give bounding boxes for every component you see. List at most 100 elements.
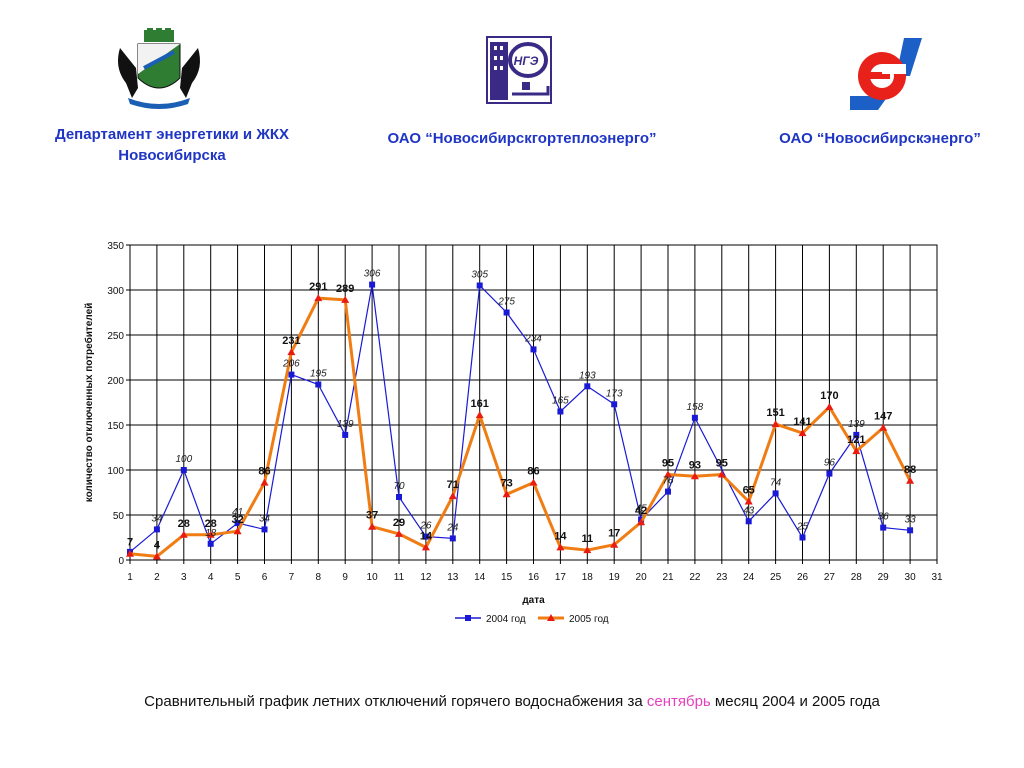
y-axis-label: количество отключенных потребителей <box>83 303 95 503</box>
series-2005-data-label: 121 <box>847 434 865 446</box>
series-2005-data-label: 28 <box>178 518 190 530</box>
series-2005-point <box>852 447 861 455</box>
x-tick-label: 11 <box>394 572 405 583</box>
series-2004-data-label: 74 <box>770 477 782 488</box>
series-2005-point <box>664 470 672 478</box>
x-tick-label: 8 <box>316 572 322 583</box>
y-tick-label: 50 <box>113 511 125 522</box>
series-2005-point <box>448 492 457 500</box>
series-2004-point <box>153 526 160 533</box>
series-2004-point <box>261 526 268 533</box>
x-tick-label: 26 <box>797 572 809 583</box>
org-title-novosibirskenergo-line1: ОАО “Новосибирскэнерго” <box>779 130 981 147</box>
series-2004-data-label: 76 <box>662 476 674 487</box>
x-tick-label: 5 <box>235 572 241 583</box>
series-2004-data-label: 165 <box>552 396 569 407</box>
y-tick-label: 350 <box>107 241 124 252</box>
series-2004-data-label: 41 <box>232 507 243 518</box>
series-2005-point <box>502 490 511 498</box>
series-2005-data-label: 4 <box>154 539 161 551</box>
series-2005-point <box>233 527 242 535</box>
x-tick-label: 31 <box>931 572 943 583</box>
series-2005-data-label: 71 <box>447 479 459 491</box>
series-2005-point <box>717 470 726 478</box>
series-2005-point <box>421 543 430 551</box>
series-2005-point <box>583 546 592 554</box>
x-tick-label: 12 <box>420 572 432 583</box>
x-tick-label: 14 <box>474 572 486 583</box>
series-2004-data-label: 43 <box>743 505 755 516</box>
series-2005-data-label: 17 <box>608 528 620 540</box>
series-2005-data-label: 14 <box>554 530 567 542</box>
legend-2004-marker <box>465 615 471 621</box>
legend-2004-label: 2004 год <box>486 614 526 625</box>
series-2005-data-label: 86 <box>258 466 270 478</box>
series-2005-point <box>368 522 377 530</box>
series-2004-point <box>826 470 833 477</box>
series-2005-point <box>798 429 807 437</box>
series-2005-data-label: 32 <box>231 514 243 526</box>
series-2004-point <box>396 494 402 500</box>
x-tick-label: 15 <box>501 572 513 583</box>
series-2004-point <box>207 540 214 547</box>
series-2005-point <box>475 411 484 419</box>
series-2004-point <box>503 309 510 316</box>
series-2005-point <box>825 403 834 410</box>
series-2005-point <box>287 348 296 356</box>
series-2004-point <box>530 346 537 353</box>
y-tick-label: 250 <box>107 331 124 342</box>
series-2004-point <box>907 527 914 534</box>
x-tick-label: 3 <box>181 572 187 583</box>
series-2004-point <box>557 408 564 415</box>
series-2005-data-label: 151 <box>766 407 784 419</box>
series-2004-point <box>691 414 698 421</box>
series-2004-data-label: 26 <box>419 521 432 532</box>
series-2004-data-label: 193 <box>579 370 596 381</box>
series-2005-point <box>771 420 780 428</box>
series-2005-data-label: 95 <box>716 458 728 470</box>
series-2004-point <box>180 467 187 473</box>
series-2004-data-label: 45 <box>636 504 648 515</box>
x-tick-label: 18 <box>582 572 594 583</box>
series-2004-data-label: 195 <box>310 369 327 380</box>
series-2004-data-label: 70 <box>393 481 405 492</box>
series-2004-data-label: 139 <box>848 419 865 430</box>
series-2005-data-label: 170 <box>820 390 838 402</box>
series-2005-data-label: 28 <box>205 518 217 530</box>
x-tick-label: 16 <box>528 572 540 583</box>
x-tick-label: 20 <box>636 572 648 583</box>
series-2005-point <box>529 478 538 486</box>
caption-before: Сравнительный график летних отключений г… <box>144 693 647 710</box>
series-2005-point <box>260 478 269 486</box>
x-tick-label: 29 <box>878 572 890 583</box>
org-title-teploenergo: ОАО “Новосибирскгортеплоэнерго” <box>352 128 692 149</box>
chart-legend: 2004 год 2005 год <box>455 614 609 625</box>
series-2005-data-label: 11 <box>581 533 593 545</box>
series-2004-data-label: 206 <box>282 359 300 370</box>
series-2005-data-label: 86 <box>527 466 539 478</box>
series-2005-data-label: 73 <box>500 477 512 489</box>
x-tick-label: 30 <box>905 572 917 583</box>
series-2004-point <box>288 371 295 378</box>
series-2004-data-label: 34 <box>151 513 163 524</box>
org-title-department: Департамент энергетики и ЖКХ Новосибирск… <box>22 124 322 166</box>
series-2005-data-label: 65 <box>743 485 755 497</box>
series-2005-point <box>744 497 753 505</box>
x-tick-label: 6 <box>262 572 268 583</box>
series-2004-point <box>665 488 671 495</box>
series-2004-data-label: 18 <box>205 528 217 539</box>
chart-data-labels: 34 100 18 41 34 206 195 139 306 70 26 24 305 275 234 16… <box>127 269 916 552</box>
x-tick-label: 23 <box>716 572 728 583</box>
series-2004-point <box>745 518 752 525</box>
x-tick-label: 22 <box>689 572 701 583</box>
series-2004-point <box>476 282 483 289</box>
org-title-department-line1: Департамент энергетики и ЖКХ <box>54 126 290 143</box>
x-tick-label: 10 <box>367 572 379 583</box>
series-2004-point <box>584 383 591 390</box>
series-2004-point <box>369 281 376 288</box>
series-2005-data-label: 7 <box>127 537 133 549</box>
series-2005-data-label: 231 <box>282 335 300 347</box>
series-2005-data-label: 29 <box>393 517 405 529</box>
